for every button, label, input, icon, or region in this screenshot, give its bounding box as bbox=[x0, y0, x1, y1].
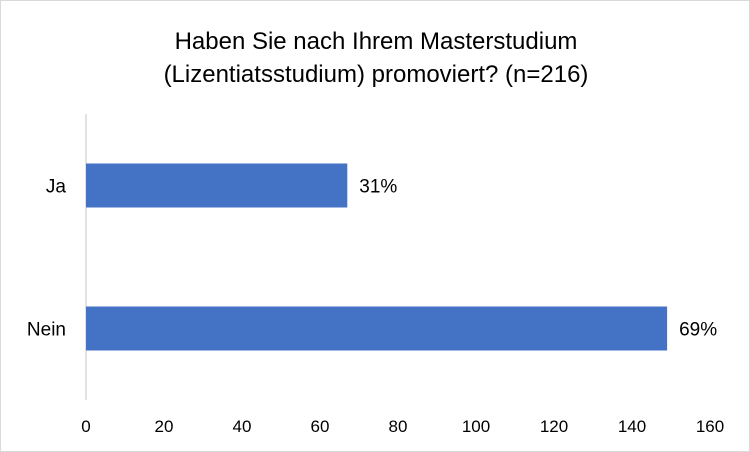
bar-nein bbox=[86, 306, 668, 351]
x-tick-label-0: 0 bbox=[81, 417, 90, 436]
chart-title-line-2: (Lizentiatsstudium) promoviert? (n=216) bbox=[163, 61, 589, 88]
data-label-ja: 31% bbox=[359, 177, 397, 198]
x-tick-label-140: 140 bbox=[618, 417, 646, 436]
x-tick-label-20: 20 bbox=[155, 417, 174, 436]
x-tick-label-160: 160 bbox=[696, 417, 724, 436]
chart-title: Haben Sie nach Ihrem Masterstudium (Lize… bbox=[1, 25, 750, 91]
x-tick-label-60: 60 bbox=[311, 417, 330, 436]
bar-ja bbox=[86, 163, 348, 208]
x-tick-label-80: 80 bbox=[389, 417, 408, 436]
x-tick-label-40: 40 bbox=[233, 417, 252, 436]
chart-title-line-1: Haben Sie nach Ihrem Masterstudium bbox=[174, 28, 578, 55]
x-tick-label-120: 120 bbox=[540, 417, 568, 436]
category-label-ja: Ja bbox=[46, 177, 67, 198]
category-label-nein: Nein bbox=[27, 320, 66, 341]
data-label-nein: 69% bbox=[679, 320, 717, 341]
x-tick-label-100: 100 bbox=[462, 417, 490, 436]
